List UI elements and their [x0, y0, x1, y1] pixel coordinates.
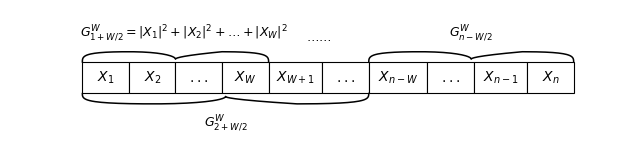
Bar — [222, 62, 269, 93]
Bar — [474, 62, 527, 93]
Text: $X_{n-W}$: $X_{n-W}$ — [378, 70, 418, 86]
Text: $...$: $...$ — [441, 71, 460, 85]
Bar — [175, 62, 222, 93]
Bar — [129, 62, 175, 93]
Text: $\ldots\ldots$: $\ldots\ldots$ — [306, 31, 332, 44]
Text: $X_n$: $X_n$ — [541, 70, 559, 86]
Text: $X_2$: $X_2$ — [143, 70, 161, 86]
Bar — [427, 62, 474, 93]
Text: $G^W_{2+W/2}$: $G^W_{2+W/2}$ — [204, 113, 248, 133]
Text: $X_{W+1}$: $X_{W+1}$ — [276, 70, 315, 86]
Text: $...$: $...$ — [189, 71, 208, 85]
Text: $X_W$: $X_W$ — [234, 70, 257, 86]
Text: $X_1$: $X_1$ — [97, 70, 115, 86]
Bar — [83, 62, 129, 93]
Bar — [527, 62, 573, 93]
Text: $X_{n-1}$: $X_{n-1}$ — [483, 70, 518, 86]
Text: $G^W_{n-W/2}$: $G^W_{n-W/2}$ — [449, 23, 493, 43]
Bar — [269, 62, 322, 93]
Text: $...$: $...$ — [336, 71, 355, 85]
Bar — [369, 62, 427, 93]
Text: $G^W_{1+W/2} = |X_1|^2 + |X_2|^2 + \ldots + |X_W|^2$: $G^W_{1+W/2} = |X_1|^2 + |X_2|^2 + \ldot… — [80, 23, 287, 43]
Bar — [322, 62, 369, 93]
